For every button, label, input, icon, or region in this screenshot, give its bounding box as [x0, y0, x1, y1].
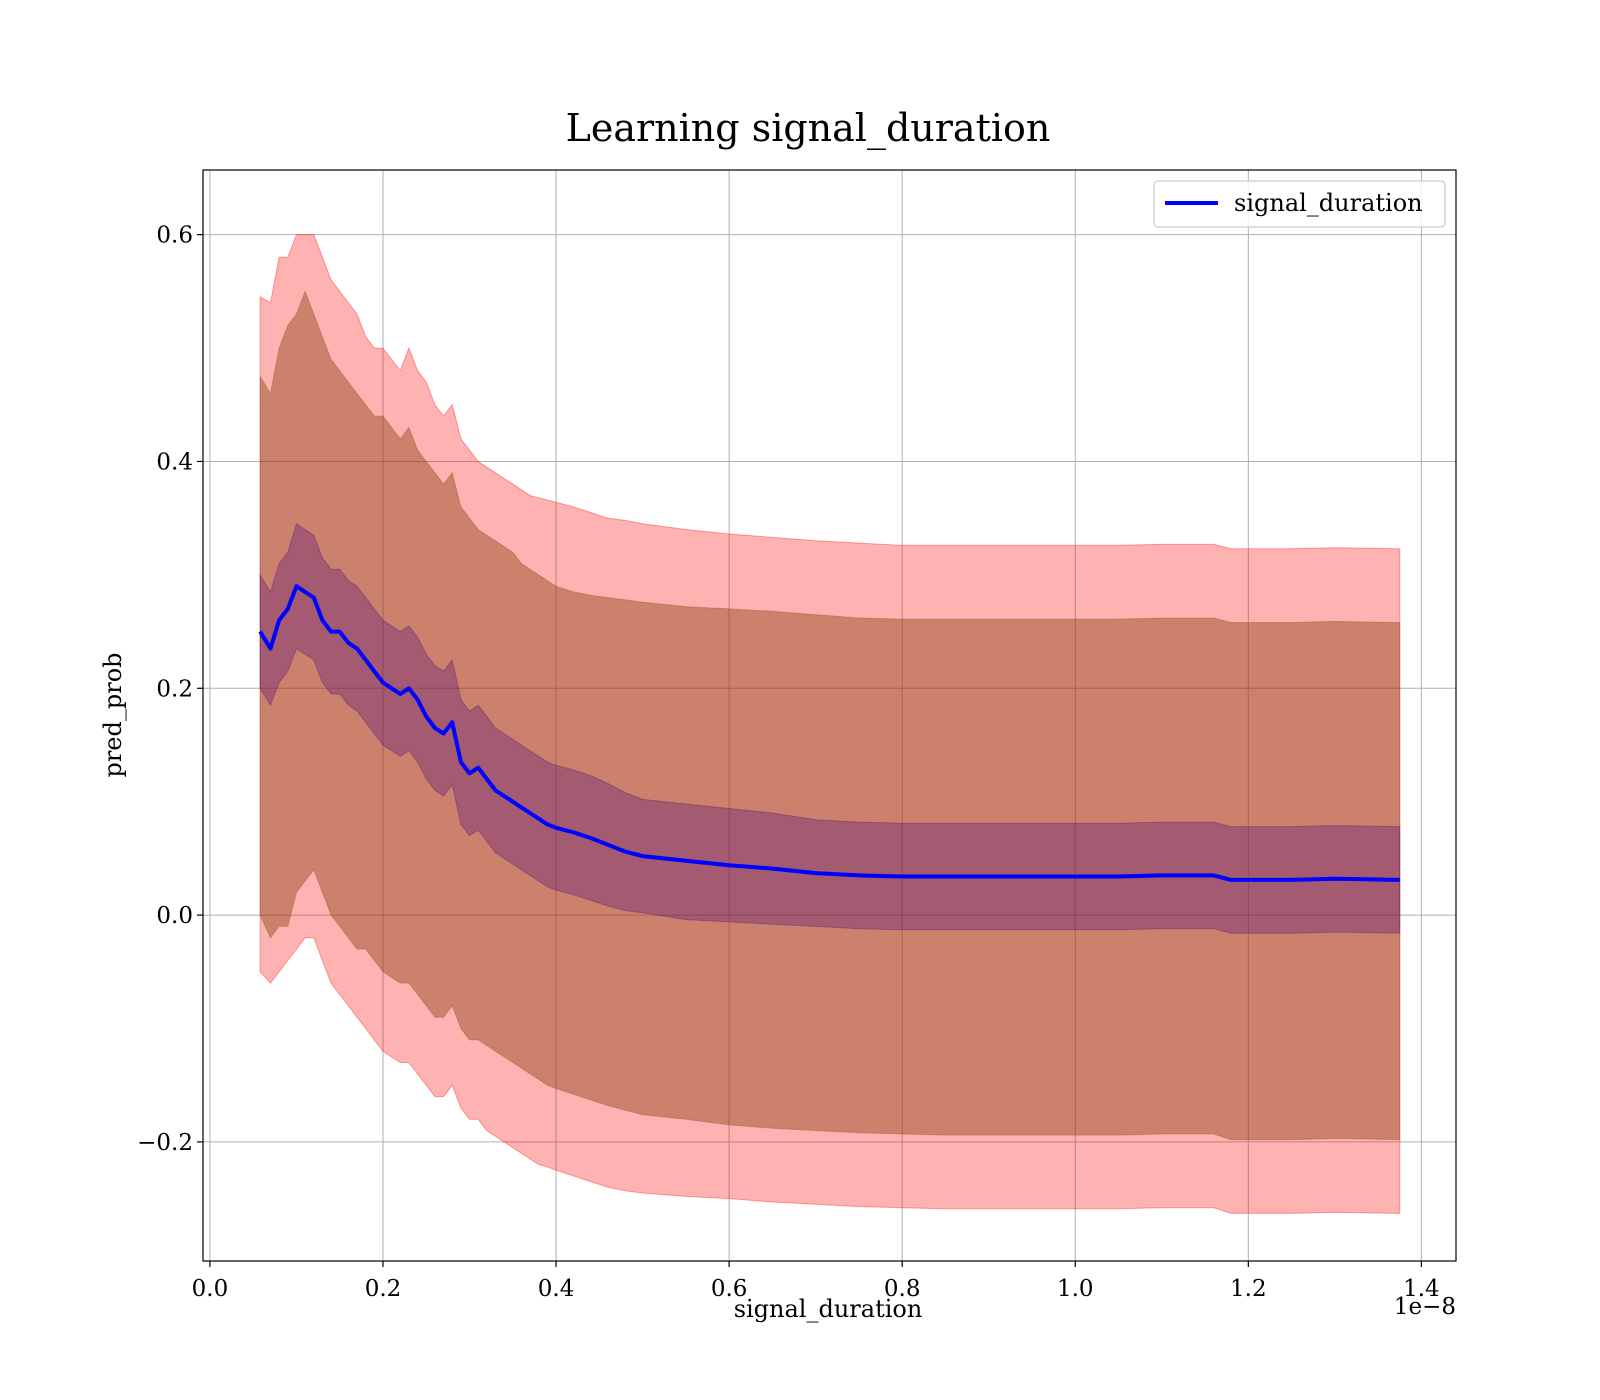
x-tick-label: 0.6 — [711, 1276, 748, 1302]
confidence-bands — [259, 234, 1401, 1214]
y-tick-label: −0.2 — [137, 1130, 193, 1156]
legend-label: signal_duration — [1234, 189, 1423, 217]
x-offset-text: 1e−8 — [1394, 1294, 1456, 1320]
inner-confidence-band — [259, 523, 1401, 934]
legend: signal_duration — [1153, 180, 1446, 228]
outer-confidence-band — [259, 234, 1401, 1214]
x-tick-label: 1.4 — [1403, 1276, 1440, 1302]
x-tick-label: 0.0 — [192, 1276, 229, 1302]
y-tick-label: 0.6 — [156, 223, 193, 249]
series-line-signal-duration — [258, 584, 1400, 882]
x-tick-label: 0.8 — [884, 1276, 921, 1302]
chart-title: Learning signal_duration — [566, 106, 1051, 151]
y-tick-label: 0.2 — [156, 676, 193, 702]
x-tick-label: 0.4 — [538, 1276, 575, 1302]
y-tick-label: 0.0 — [156, 903, 193, 929]
y-axis-label: pred_prob — [99, 652, 127, 777]
middle-confidence-band — [259, 289, 1401, 1141]
series-lines — [258, 584, 1400, 882]
gridlines — [203, 170, 1456, 1261]
plot-frame — [202, 169, 1457, 1262]
x-tick-label: 1.2 — [1230, 1276, 1267, 1302]
axis-ticks: 0.0 0.2 0.4 0.6 0.8 1.0 1.2 1.4 −0.2 0.0 0.2 0.4 0.6 — [137, 223, 1440, 1302]
y-tick-label: 0.4 — [156, 449, 193, 475]
x-axis-label: signal_duration — [734, 1295, 923, 1323]
x-tick-label: 0.2 — [365, 1276, 402, 1302]
x-tick-label: 1.0 — [1057, 1276, 1094, 1302]
legend-box — [1153, 180, 1446, 228]
